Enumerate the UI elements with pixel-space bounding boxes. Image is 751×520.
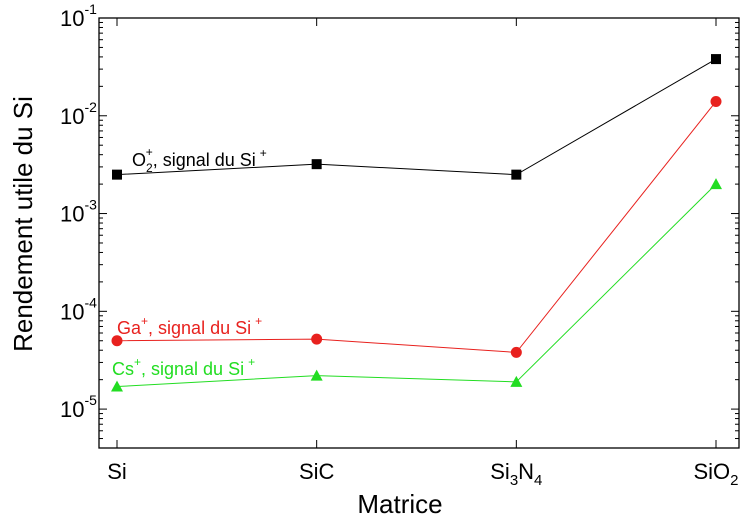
y-tick-base: 10 [60,299,84,324]
data-point-triangle [710,178,722,190]
plot-frame [98,17,740,449]
data-point-circle [311,333,323,345]
y-tick-label: 10-5 [60,392,97,422]
y-tick-exponent: -3 [84,197,97,213]
y-tick-label: 10-3 [60,197,97,227]
data-point-square [511,169,522,180]
x-tick-label-part: Si [107,459,127,484]
y-tick-label: 10-1 [60,1,97,31]
x-tick-label-subscript: 3 [510,472,518,489]
data-point-circle [710,95,722,107]
y-tick-exponent: -5 [84,392,97,408]
series-line-0 [116,58,717,176]
x-tick-label-part: SiO [693,459,730,484]
x-tick-label-subscript: 4 [534,472,542,489]
y-tick-exponent: -1 [84,1,97,17]
data-point-square [112,169,122,180]
y-tick-base: 10 [60,397,84,422]
data-point-square [711,54,721,65]
data-point-circle [111,335,123,347]
x-tick-label: SiO2 [693,459,738,489]
data-point-triangle [111,380,123,392]
ticks-layer: 10-510-410-310-210-1Si SiC Si3N4 SiO2 [60,1,739,489]
series-line-2 [116,183,717,388]
x-tick-label-subscript: 2 [730,472,738,489]
series-label-o2: O2+, signal du Si + [132,145,267,175]
y-tick-label: 10-4 [60,294,97,324]
y-tick-base: 10 [60,6,84,31]
x-tick-label-part: SiC [299,459,335,484]
data-point-triangle [510,375,523,387]
data-point-square [311,159,322,170]
y-tick-exponent: -2 [84,99,97,115]
data-point-triangle [310,369,323,381]
data-point-circle [510,346,522,358]
y-tick-base: 10 [60,104,84,129]
y-axis-label: Rendement utile du Si [8,96,38,352]
y-tick-exponent: -4 [84,294,97,310]
x-tick-label: Si3N4 [490,459,542,489]
series-layer [111,54,722,392]
x-tick-label: SiC [299,459,335,484]
x-tick-label-part: N [518,459,534,484]
y-tick-base: 10 [60,202,84,227]
x-tick-label-part: Si [490,459,510,484]
series-line-1 [116,101,717,353]
x-tick-label: Si [107,459,127,484]
series-label-cs: Cs+, signal du Si + [112,355,255,379]
series-label-ga: Ga+, signal du Si + [117,314,262,338]
y-tick-label: 10-2 [60,99,97,129]
x-axis-label: Matrice [357,489,442,519]
